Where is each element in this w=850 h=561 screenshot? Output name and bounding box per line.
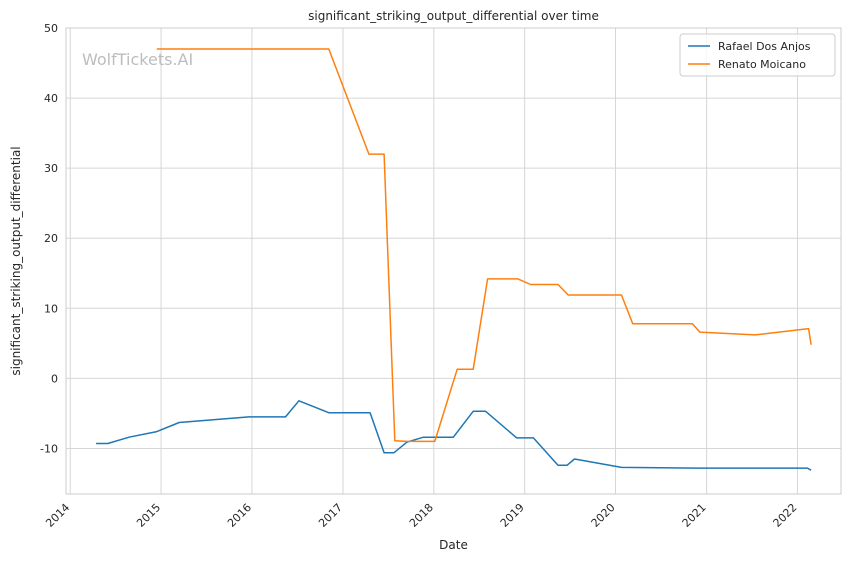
chart-title: significant_striking_output_differential… [308,9,599,23]
y-tick-label: -10 [40,442,58,455]
x-tick-label: 2022 [771,501,800,530]
x-tick-label: 2015 [134,501,163,530]
x-tick-label: 2020 [589,501,618,530]
series-layer [96,48,812,471]
y-tick-label: 0 [51,372,58,385]
plot-background [66,28,841,494]
legend-label-2: Renato Moicano [718,58,806,71]
y-tick-label: 40 [44,92,58,105]
y-axis-label: significant_striking_output_differential [9,146,23,375]
legend: Rafael Dos Anjos Renato Moicano [679,33,836,77]
x-tick-label: 2019 [498,501,527,530]
y-tick-label: 10 [44,302,58,315]
x-tick-label: 2016 [225,501,254,530]
x-axis-label: Date [439,538,468,552]
series-line-2 [156,48,812,443]
grid [66,27,841,494]
y-tick-label: 30 [44,162,58,175]
plot-frame [65,27,842,495]
legend-box [679,33,836,77]
legend-label-1: Rafael Dos Anjos [718,40,811,53]
y-tick-label: 50 [44,22,58,35]
x-tick-label: 2018 [407,501,436,530]
x-tick-label: 2017 [316,501,345,530]
y-tick-label: 20 [44,232,58,245]
x-tick-label: 2014 [43,501,72,530]
x-tick-label: 2021 [680,501,709,530]
watermark: WolfTickets.AI [82,50,193,69]
series-line-1 [96,400,812,471]
